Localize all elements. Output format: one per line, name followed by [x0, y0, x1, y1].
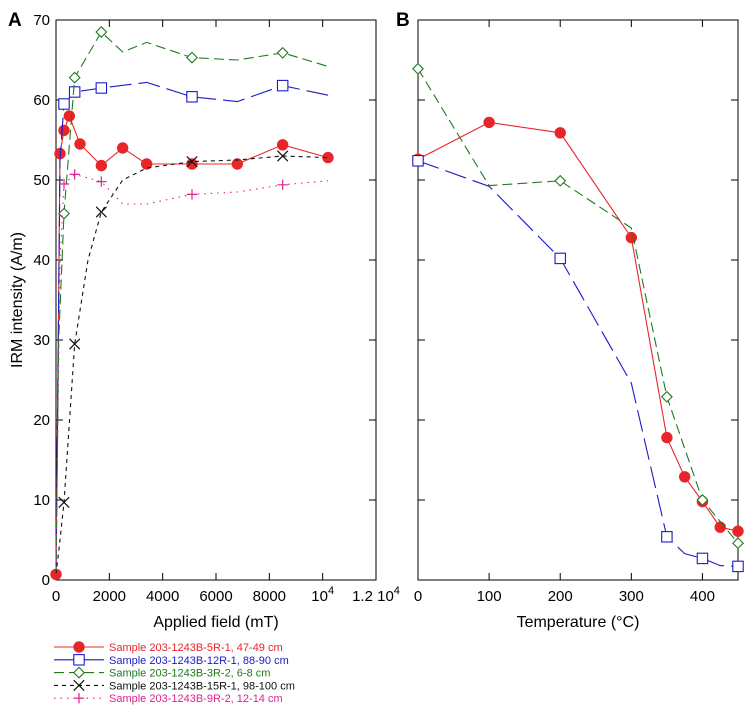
panel-a-data-point: [186, 51, 198, 64]
legend-marker: [73, 693, 85, 704]
panel-b-x-tick-label: 400: [690, 588, 715, 605]
panel-a-data-point: [276, 139, 289, 151]
panel-a-data-point: [95, 26, 108, 38]
legend-entry-label: Sample 203-1243B-5R-1, 47-49 cm: [109, 642, 283, 654]
panel-b-x-tick-label: 300: [619, 588, 644, 605]
legend-entry-label: Sample 203-1243B-15R-1, 98-100 cm: [109, 680, 295, 692]
panel-a-data-point: [96, 176, 107, 187]
panel-a-data-point: [58, 207, 70, 220]
panel-b-data-point: [696, 494, 709, 506]
panel-a-series-line: [55, 155, 329, 575]
panel-a-data-point: [277, 150, 289, 162]
panel-a-data-point: [58, 496, 70, 509]
panel-b-data-point: [554, 174, 567, 187]
panel-a-y-tick-label: 10: [33, 492, 50, 509]
legend-entry-label: Sample 203-1243B-9R-2, 12-14 cm: [109, 693, 283, 705]
panel-a-data-point: [74, 138, 86, 150]
panel-a-chart: 0 10 20 30 40 50 60 70 0 2000 4000 6000 8000 104 1.2 1…: [9, 12, 400, 631]
panel-a-data-point: [63, 110, 76, 122]
panel-b-x-tick-label: 100: [477, 588, 502, 605]
panel-b-data-point: [696, 552, 709, 565]
panel-a-series-line: [55, 81, 329, 575]
panel-b-data-point: [732, 537, 744, 550]
panel-a-data-point: [58, 98, 70, 110]
panel-b-data-point: [732, 525, 744, 537]
panel-a-x-tick-label: 0: [52, 588, 60, 605]
panel-b-plot-frame: [417, 19, 739, 581]
panel-a-data-point: [68, 86, 81, 98]
panel-b-data-point: [625, 231, 638, 244]
panel-a-data-point: [95, 206, 107, 218]
panel-a-data-point: [277, 179, 288, 190]
panel-b-data-point: [661, 431, 673, 444]
panel-a-data-point: [186, 158, 198, 170]
legend-entry-label: Sample 203-1243B-3R-2, 6-8 cm: [109, 668, 270, 680]
panel-a-data-point: [68, 71, 81, 84]
legend-marker: [73, 679, 85, 692]
panel-a-data-point: [116, 142, 129, 154]
panel-a-y-tick-label: 20: [33, 412, 50, 429]
panel-a-data-point: [95, 159, 108, 172]
panel-a-label: A: [8, 10, 22, 31]
panel-a-series-line: [55, 31, 329, 575]
panel-b-chart: 0 100 200 300 400 Temperature (°C): [412, 19, 744, 631]
panel-a-y-tick-label: 40: [33, 252, 50, 269]
legend-marker: [73, 654, 85, 666]
panel-b-data-point: [732, 560, 744, 573]
panel-a-x-tick-label: 8000: [253, 588, 286, 605]
panel-b-data-point: [554, 252, 566, 265]
panel-b-data-point: [661, 531, 673, 543]
panel-a-data-point: [186, 91, 198, 103]
panel-a-data-point: [58, 124, 70, 137]
panel-a-data-point: [69, 169, 80, 180]
panel-a-data-point: [186, 189, 198, 200]
panel-a-y-tick-label: 70: [33, 12, 50, 29]
panel-a-data-point: [69, 338, 81, 350]
legend-marker: [73, 666, 85, 679]
panel-b-data-point: [412, 155, 424, 167]
panel-a-x-axis-label: Applied field (mT): [153, 614, 278, 631]
panel-b-label: B: [396, 10, 410, 31]
panel-a-x-tick-label: 1.2 104: [352, 585, 400, 605]
panel-b-data-point: [483, 116, 495, 129]
panel-b-x-axis-label: Temperature (°C): [517, 614, 640, 631]
panel-a-y-tick-label: 30: [33, 332, 50, 349]
panel-a-data-point: [95, 82, 108, 94]
panel-b-data-point: [678, 471, 691, 483]
panel-a-data-point: [231, 158, 244, 170]
panel-a-y-tick-label: 60: [33, 92, 50, 109]
panel-b-x-tick-label: 200: [548, 588, 573, 605]
panel-a-data-point: [186, 155, 198, 168]
panel-a-y-axis-label: IRM intensity (A/m): [9, 232, 26, 368]
panel-a-series-line: [55, 173, 329, 575]
panel-a-x-tick-label: 4000: [146, 588, 179, 605]
legend-marker: [73, 641, 85, 653]
panel-a-data-point: [276, 79, 289, 92]
panel-b-data-point: [554, 127, 566, 139]
panel-a-y-tick-label: 0: [42, 572, 50, 589]
legend-entry-label: Sample 203-1243B-12R-1, 88-90 cm: [109, 655, 289, 667]
panel-a-data-point: [58, 178, 70, 190]
panel-a-x-tick-label: 6000: [199, 588, 232, 605]
panel-a-x-tick-label: 104: [311, 585, 334, 605]
panel-a-data-point: [140, 158, 153, 170]
panel-a-x-tick-label: 2000: [93, 588, 126, 605]
panel-a-y-tick-label: 50: [33, 172, 50, 189]
panel-b-data-point: [412, 62, 424, 75]
panel-a-data-point: [276, 46, 289, 59]
panel-b-x-tick-label: 0: [414, 588, 422, 605]
panel-b-data-point: [660, 390, 673, 403]
panel-b-data-point: [714, 521, 726, 533]
